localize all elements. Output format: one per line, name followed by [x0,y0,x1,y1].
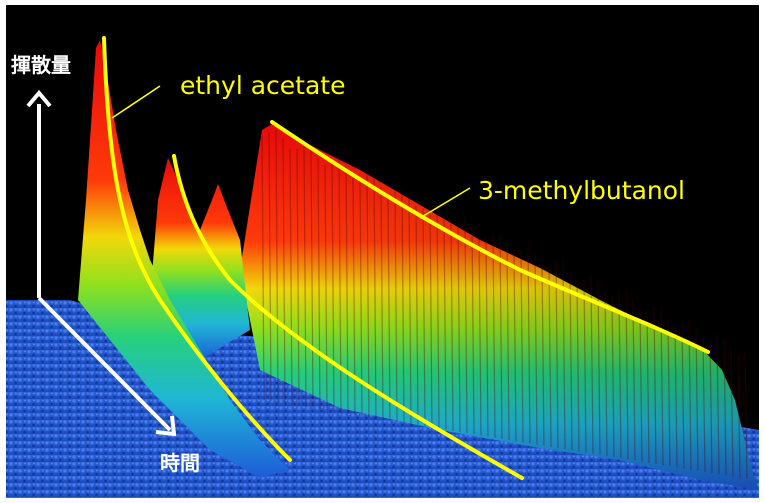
surface-peak-ethyl-acetate [78,40,290,478]
annotation-curve-ethyl-acetate [102,36,292,462]
leader-line-3-methylbutanol [419,187,471,219]
annotation-label-ethyl-acetate: ethyl acetate [180,71,345,100]
annotation-curve-3-methylbutanol [270,120,710,354]
time-axis-arrow [37,296,177,437]
surface-shading [240,124,759,490]
leader-line-ethyl-acetate [111,85,161,119]
annotation-label-3-methylbutanol: 3-methylbutanol [478,176,685,205]
axis-label-vertical: 揮散量 [11,53,71,77]
vertical-axis-arrow [26,89,52,298]
annotation-curve-middle [172,154,524,480]
axis-label-time: 時間 [160,451,200,475]
